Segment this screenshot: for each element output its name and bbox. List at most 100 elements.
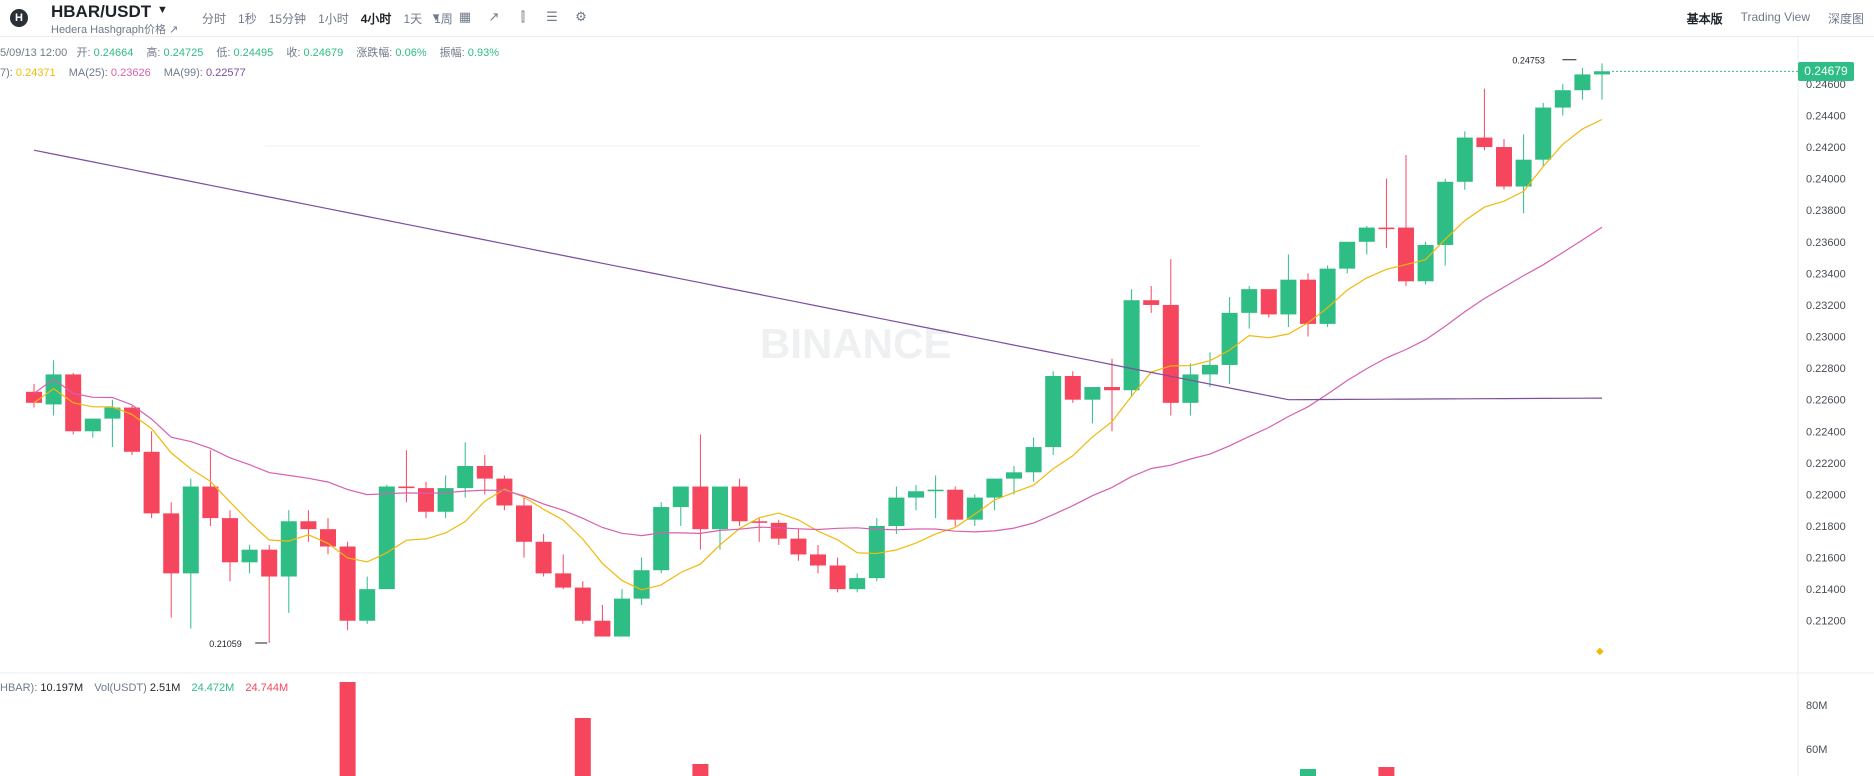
tab-basic[interactable]: 基本版 bbox=[1686, 12, 1723, 26]
gift-icon[interactable]: ◆ bbox=[1596, 646, 1604, 657]
vol-hbar-value: 10.197M bbox=[40, 682, 84, 694]
binance-watermark: BINANCE bbox=[760, 320, 951, 367]
candle-body bbox=[849, 578, 866, 590]
candle-body bbox=[1221, 312, 1238, 365]
candle-body bbox=[202, 486, 219, 519]
change-value: 0.06% bbox=[395, 47, 427, 59]
tf-1h[interactable]: 1小时 bbox=[318, 12, 349, 26]
volume-bar bbox=[692, 764, 709, 776]
candle-body bbox=[26, 391, 42, 403]
top-bar: H HBAR/USDT ▼ Hedera Hashgraph价格 ↗ 分时 1秒… bbox=[0, 0, 1874, 37]
high-label: 高: bbox=[146, 47, 161, 59]
candle-body bbox=[868, 526, 885, 579]
candle-body bbox=[1319, 268, 1336, 324]
calendar-icon[interactable]: ▦ bbox=[458, 9, 472, 24]
y-tick-label: 0.21600 bbox=[1806, 553, 1846, 565]
symbol-title[interactable]: HBAR/USDT bbox=[51, 2, 152, 21]
candle-body bbox=[1378, 227, 1395, 230]
ma25-label: MA(25): bbox=[68, 67, 108, 79]
candle-body bbox=[280, 521, 297, 577]
close-label: 收: bbox=[286, 47, 301, 59]
change-label: 涨跌幅: bbox=[356, 47, 393, 59]
caret-down-icon[interactable]: ▼ bbox=[157, 4, 168, 16]
candle-body bbox=[1456, 137, 1473, 182]
tf-fen-shi[interactable]: 分时 bbox=[202, 12, 227, 26]
ohlc-legend: 5/09/13 12:00 开: 0.24664 高: 0.24725 低: 0… bbox=[0, 44, 509, 60]
high-annotation-label: 0.24753 bbox=[1512, 56, 1545, 66]
candle-type-icon[interactable]: ⫿ bbox=[520, 9, 526, 24]
tf-1w[interactable]: 1周 bbox=[434, 12, 453, 26]
candle-body bbox=[1084, 387, 1101, 400]
open-label: 开: bbox=[76, 47, 91, 59]
view-tabs: 基本版 Trading View 深度图 bbox=[1669, 10, 1864, 27]
y-tick-label: 0.23000 bbox=[1806, 332, 1846, 344]
candlestick-chart[interactable]: BINANCE 0.24600 0.24400 0.24200 0.24000 0.238… bbox=[0, 36, 1874, 776]
candle-body bbox=[1045, 376, 1062, 448]
candle-body bbox=[1241, 289, 1258, 313]
candle-body bbox=[496, 478, 513, 506]
candle-body bbox=[574, 587, 591, 621]
y-tick-label: 0.21200 bbox=[1806, 616, 1846, 628]
candle-body bbox=[457, 466, 474, 489]
ma-legend: 7): 0.24371 MA(25): 0.23626 MA(99): 0.22… bbox=[0, 67, 246, 79]
amp-label: 振幅: bbox=[439, 47, 465, 59]
candle-body bbox=[398, 486, 415, 489]
y-tick-label: 0.23800 bbox=[1806, 205, 1846, 217]
y-tick-label: 0.22600 bbox=[1806, 395, 1846, 407]
coin-subname[interactable]: Hedera Hashgraph价格 ↗ bbox=[51, 24, 179, 36]
vol-usdt-label: Vol(USDT) bbox=[94, 682, 147, 694]
last-price-tag: 0.24679 bbox=[1798, 62, 1854, 81]
candle-body bbox=[339, 546, 356, 621]
candle-body bbox=[614, 598, 630, 637]
candle-body bbox=[437, 488, 454, 512]
vol-hbar-label: HBAR): bbox=[0, 682, 38, 694]
volume-tick-label: 60M bbox=[1806, 744, 1827, 756]
candle-body bbox=[535, 541, 552, 574]
volume-bar bbox=[1300, 769, 1316, 776]
settings-list-icon[interactable]: ☰ bbox=[546, 9, 558, 24]
more-dropdown-icon[interactable]: ▾ bbox=[432, 9, 440, 24]
y-tick-label: 0.22800 bbox=[1806, 363, 1846, 375]
candle-body bbox=[1574, 74, 1591, 91]
candle-body bbox=[1358, 227, 1375, 242]
y-tick-label: 0.22200 bbox=[1806, 458, 1846, 470]
candle-body bbox=[1280, 279, 1297, 315]
candle-body bbox=[1202, 364, 1218, 375]
gear-icon[interactable]: ⚙ bbox=[575, 9, 587, 24]
tf-4h[interactable]: 4小时 bbox=[360, 12, 392, 26]
y-tick-label: 0.23600 bbox=[1806, 237, 1846, 249]
ma99-value: 0.22577 bbox=[205, 67, 246, 79]
candle-body bbox=[829, 565, 846, 590]
low-label: 低: bbox=[216, 47, 231, 59]
candle-body bbox=[261, 549, 278, 577]
candle-body bbox=[1398, 227, 1414, 282]
y-tick-label: 0.22400 bbox=[1806, 426, 1846, 438]
candle-body bbox=[1417, 244, 1434, 282]
candle-body bbox=[790, 538, 807, 555]
candle-body bbox=[1260, 289, 1277, 315]
indicator-icon[interactable]: ↗ bbox=[488, 9, 500, 24]
candle-body bbox=[124, 407, 140, 452]
volume-tick-label: 80M bbox=[1806, 700, 1827, 712]
candle-body bbox=[908, 491, 924, 498]
tf-1s[interactable]: 1秒 bbox=[238, 12, 257, 26]
tf-1d[interactable]: 1天 bbox=[403, 12, 423, 26]
tab-depth[interactable]: 深度图 bbox=[1827, 12, 1864, 26]
candle-body bbox=[222, 518, 238, 563]
vol-usdt-value: 2.51M bbox=[149, 682, 181, 694]
candle-body bbox=[1535, 107, 1552, 160]
volume-bar bbox=[1378, 767, 1395, 776]
candle-body bbox=[143, 451, 160, 514]
candle-body bbox=[1554, 90, 1571, 108]
timeframe-group: 分时 1秒 15分钟 1小时 4小时 1天 1周 bbox=[202, 10, 465, 27]
tab-tradingview[interactable]: Trading View bbox=[1740, 10, 1810, 24]
ma7-value: 0.24371 bbox=[15, 67, 56, 79]
candle-body bbox=[1339, 241, 1356, 269]
tf-15m[interactable]: 15分钟 bbox=[268, 12, 307, 26]
candle-body bbox=[300, 521, 317, 530]
candle-body bbox=[104, 407, 121, 419]
candle-body bbox=[966, 497, 983, 520]
candle-body bbox=[1476, 137, 1493, 148]
candle-body bbox=[555, 573, 572, 588]
low-annotation-label: 0.21059 bbox=[209, 639, 242, 649]
